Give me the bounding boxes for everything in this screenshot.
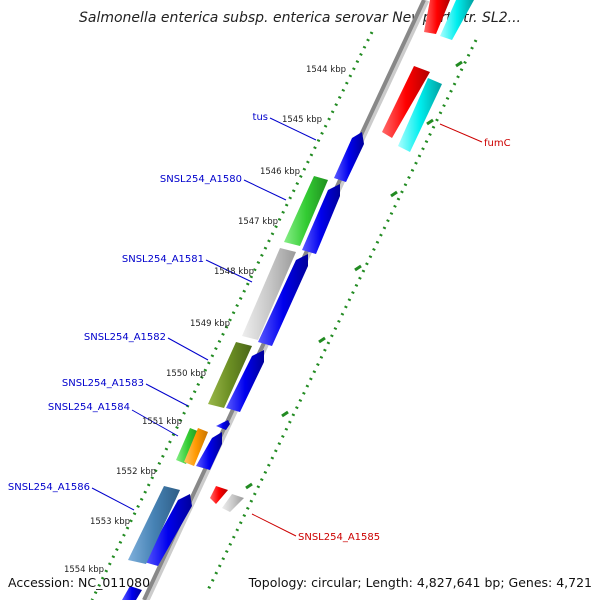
topology-summary: Topology: circular; Length: 4,827,641 bp…: [248, 575, 592, 590]
tick-label: 1545 kbp: [282, 115, 322, 125]
gene-gray-small: [222, 494, 244, 512]
tick-label: 1551 kbp: [142, 417, 182, 427]
gene-cyan-2: [398, 78, 442, 152]
label-leader-lines: [91, 117, 483, 537]
tick-label: 1549 kbp: [190, 319, 230, 329]
outer-dotted-line: [206, 39, 478, 591]
tick-label: 1553 kbp: [90, 517, 130, 527]
tick-label: 1544 kbp: [306, 65, 346, 75]
tick-label: 1548 kbp: [214, 267, 254, 277]
tick-label: 1554 kbp: [64, 565, 104, 575]
gene-blue-bottom: [122, 586, 142, 600]
cds-green-small: [176, 428, 200, 464]
gene-cyan-1: [440, 0, 474, 40]
forward-strand-features: [122, 132, 364, 600]
cds-orange: [184, 428, 208, 466]
tick-labels: 1544 kbp 1545 kbp 1546 kbp 1547 kbp 1548…: [64, 65, 346, 575]
gene-fumC-red-1: [424, 0, 450, 34]
cds-olive: [208, 342, 252, 408]
gene-label-SNSL254_A1581: SNSL254_A1581: [122, 254, 204, 265]
gene-label-SNSL254_A1585: SNSL254_A1585: [298, 532, 380, 543]
gene-label-fumC: fumC: [484, 138, 511, 149]
tick-dotted-line: [90, 31, 374, 600]
gene-SNSL254_A1583-arrow: [216, 420, 230, 430]
gene-SNSL254_A1581-arrow: [258, 254, 308, 346]
gene-label-SNSL254_A1580: SNSL254_A1580: [160, 174, 242, 185]
tick-label: 1552 kbp: [116, 467, 156, 477]
accession-text: Accession: NC_011080: [8, 575, 150, 590]
gene-SNSL254_A1586-arrow: [144, 494, 192, 566]
outer-tick-marks: [245, 60, 463, 490]
gene-SNSL254_A1584-arrow: [196, 432, 222, 470]
gene-tus-arrow: [334, 132, 364, 182]
gene-label-SNSL254_A1586: SNSL254_A1586: [8, 482, 90, 493]
cds-steelblue: [128, 486, 180, 564]
cds-gray: [242, 248, 296, 340]
tick-label: 1546 kbp: [260, 167, 300, 177]
cds-green: [284, 176, 328, 246]
gene-fumC-red-2: [382, 66, 430, 138]
map-title: Salmonella enterica subsp. enterica sero…: [79, 10, 521, 26]
gene-labels: tus SNSL254_A1580 SNSL254_A1581 SNSL254_…: [8, 112, 511, 543]
gene-SNSL254_A1585-red: [210, 486, 228, 504]
tick-label: 1547 kbp: [238, 217, 278, 227]
gene-label-SNSL254_A1584: SNSL254_A1584: [48, 402, 130, 413]
gene-label-SNSL254_A1582: SNSL254_A1582: [84, 332, 166, 343]
gene-label-SNSL254_A1583: SNSL254_A1583: [62, 378, 144, 389]
tick-label: 1550 kbp: [166, 369, 206, 379]
gene-SNSL254_A1582-arrow: [226, 350, 264, 412]
reverse-strand-features: [210, 0, 474, 512]
gene-SNSL254_A1580-arrow: [302, 184, 340, 254]
gene-label-tus: tus: [253, 112, 268, 123]
